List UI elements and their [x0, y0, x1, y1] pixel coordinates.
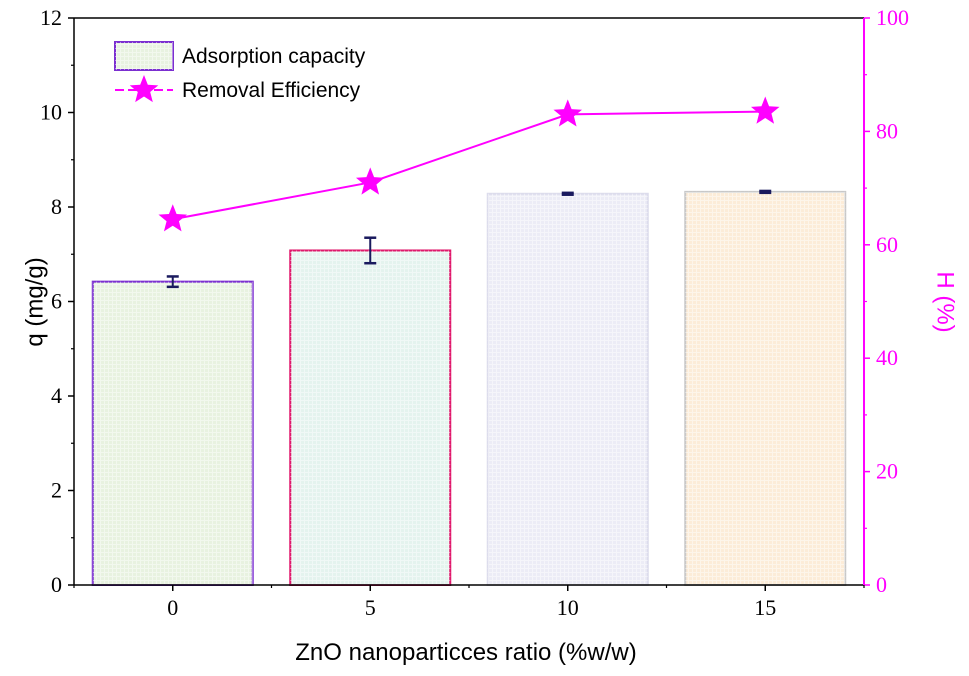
efficiency-line [172, 110, 766, 221]
error-bar-5 [364, 236, 377, 265]
y-right-tick-label: 60 [876, 232, 898, 257]
y-right-tick-label: 0 [876, 572, 887, 597]
bar-hatch-5 [290, 250, 451, 585]
x-tick-label: 5 [365, 595, 376, 620]
legend-star-icon [129, 75, 159, 103]
y-right-tick-label: 20 [876, 459, 898, 484]
error-bars-layer [166, 189, 772, 289]
y-left-tick-label: 6 [51, 289, 62, 314]
y-left-axis-title: q (mg/g) [21, 257, 48, 346]
y-left-tick-label: 10 [40, 100, 62, 125]
y-right-tick-label: 100 [876, 5, 909, 30]
y-right-tick-label: 80 [876, 118, 898, 143]
error-bar-0 [166, 275, 179, 289]
y-left-tick-label: 4 [51, 383, 62, 408]
y-right-tick-label: 40 [876, 345, 898, 370]
efficiency-marker-15 [750, 96, 780, 124]
legend: Adsorption capacity Removal Efficiency [114, 41, 366, 103]
x-axis-title: ZnO nanoparticces ratio (%w/w) [295, 639, 636, 666]
efficiency-marker-10 [553, 99, 583, 127]
bar-hatch-0 [92, 281, 253, 585]
legend-label-adsorption: Adsorption capacity [182, 45, 366, 68]
y-left-tick-label: 0 [51, 572, 62, 597]
x-tick-label: 0 [167, 595, 178, 620]
efficiency-marker-0 [158, 204, 188, 232]
x-tick-label: 10 [557, 595, 579, 620]
axis-ticks-layer: 0 2 4 6 8 10 12 0 20 40 60 80 100 0 5 10 15 [40, 5, 909, 620]
efficiency-marker-5 [355, 167, 385, 195]
bars-layer [91, 190, 847, 587]
bar-hatch-10 [487, 193, 648, 585]
y-left-tick-label: 2 [51, 478, 62, 503]
error-bar-15 [759, 189, 772, 195]
y-right-axis-title: H (%) [932, 271, 959, 332]
legend-bar-swatch-hatch [115, 42, 173, 70]
x-tick-label: 15 [754, 595, 776, 620]
legend-label-efficiency: Removal Efficiency [182, 79, 361, 102]
bar-hatch-15 [685, 191, 846, 585]
y-left-tick-label: 8 [51, 194, 62, 219]
error-bar-10 [561, 191, 574, 196]
efficiency-line-layer [158, 96, 780, 232]
y-left-tick-label: 12 [40, 5, 62, 30]
